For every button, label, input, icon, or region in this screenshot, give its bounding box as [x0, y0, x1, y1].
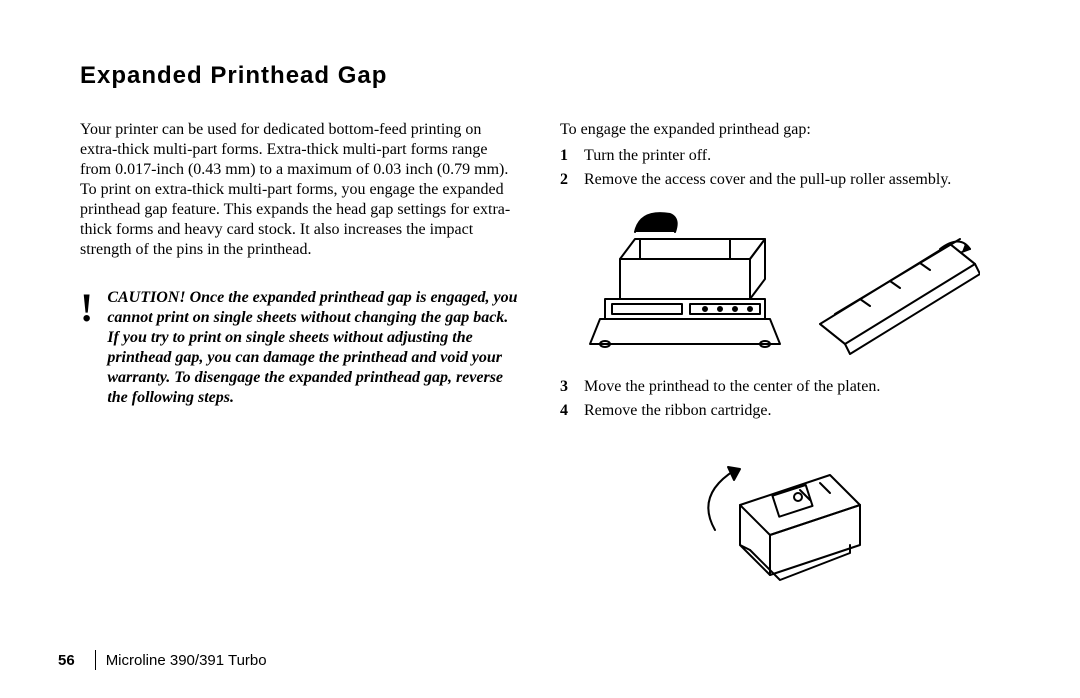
- step-number: 1: [560, 146, 574, 166]
- left-column: Your printer can be used for dedicated b…: [80, 120, 520, 623]
- step-1: 1 Turn the printer off.: [560, 146, 1000, 166]
- intro-paragraph: Your printer can be used for dedicated b…: [80, 120, 520, 260]
- page-title: Expanded Printhead Gap: [80, 62, 1000, 90]
- figure-roller: [810, 204, 980, 359]
- step-number: 4: [560, 401, 574, 421]
- step-text: Turn the printer off.: [584, 146, 711, 166]
- figure-cartridge: [680, 435, 880, 605]
- step-3: 3 Move the printhead to the center of th…: [560, 377, 1000, 397]
- footer-separator: [95, 650, 96, 670]
- caution-text: CAUTION! Once the expanded printhead gap…: [107, 288, 520, 408]
- step-text: Remove the access cover and the pull-up …: [584, 170, 951, 190]
- step-text: Move the printhead to the center of the …: [584, 377, 880, 397]
- step-2: 2 Remove the access cover and the pull-u…: [560, 170, 1000, 190]
- step-number: 2: [560, 170, 574, 190]
- page-number: 56: [58, 652, 85, 669]
- document-title: Microline 390/391 Turbo: [106, 652, 267, 669]
- right-column: To engage the expanded printhead gap: 1 …: [560, 120, 1000, 623]
- procedure-lead: To engage the expanded printhead gap:: [560, 120, 1000, 140]
- caution-block: ! CAUTION! Once the expanded printhead g…: [80, 288, 520, 408]
- step-number: 3: [560, 377, 574, 397]
- figure-printer: [580, 204, 790, 359]
- step-4: 4 Remove the ribbon cartridge.: [560, 401, 1000, 421]
- step-text: Remove the ribbon cartridge.: [584, 401, 772, 421]
- page-footer: 56 Microline 390/391 Turbo: [58, 650, 267, 670]
- figure-row-1: [560, 204, 1000, 359]
- figure-row-2: [560, 435, 1000, 605]
- caution-icon: !: [80, 288, 93, 408]
- two-column-body: Your printer can be used for dedicated b…: [80, 120, 1000, 623]
